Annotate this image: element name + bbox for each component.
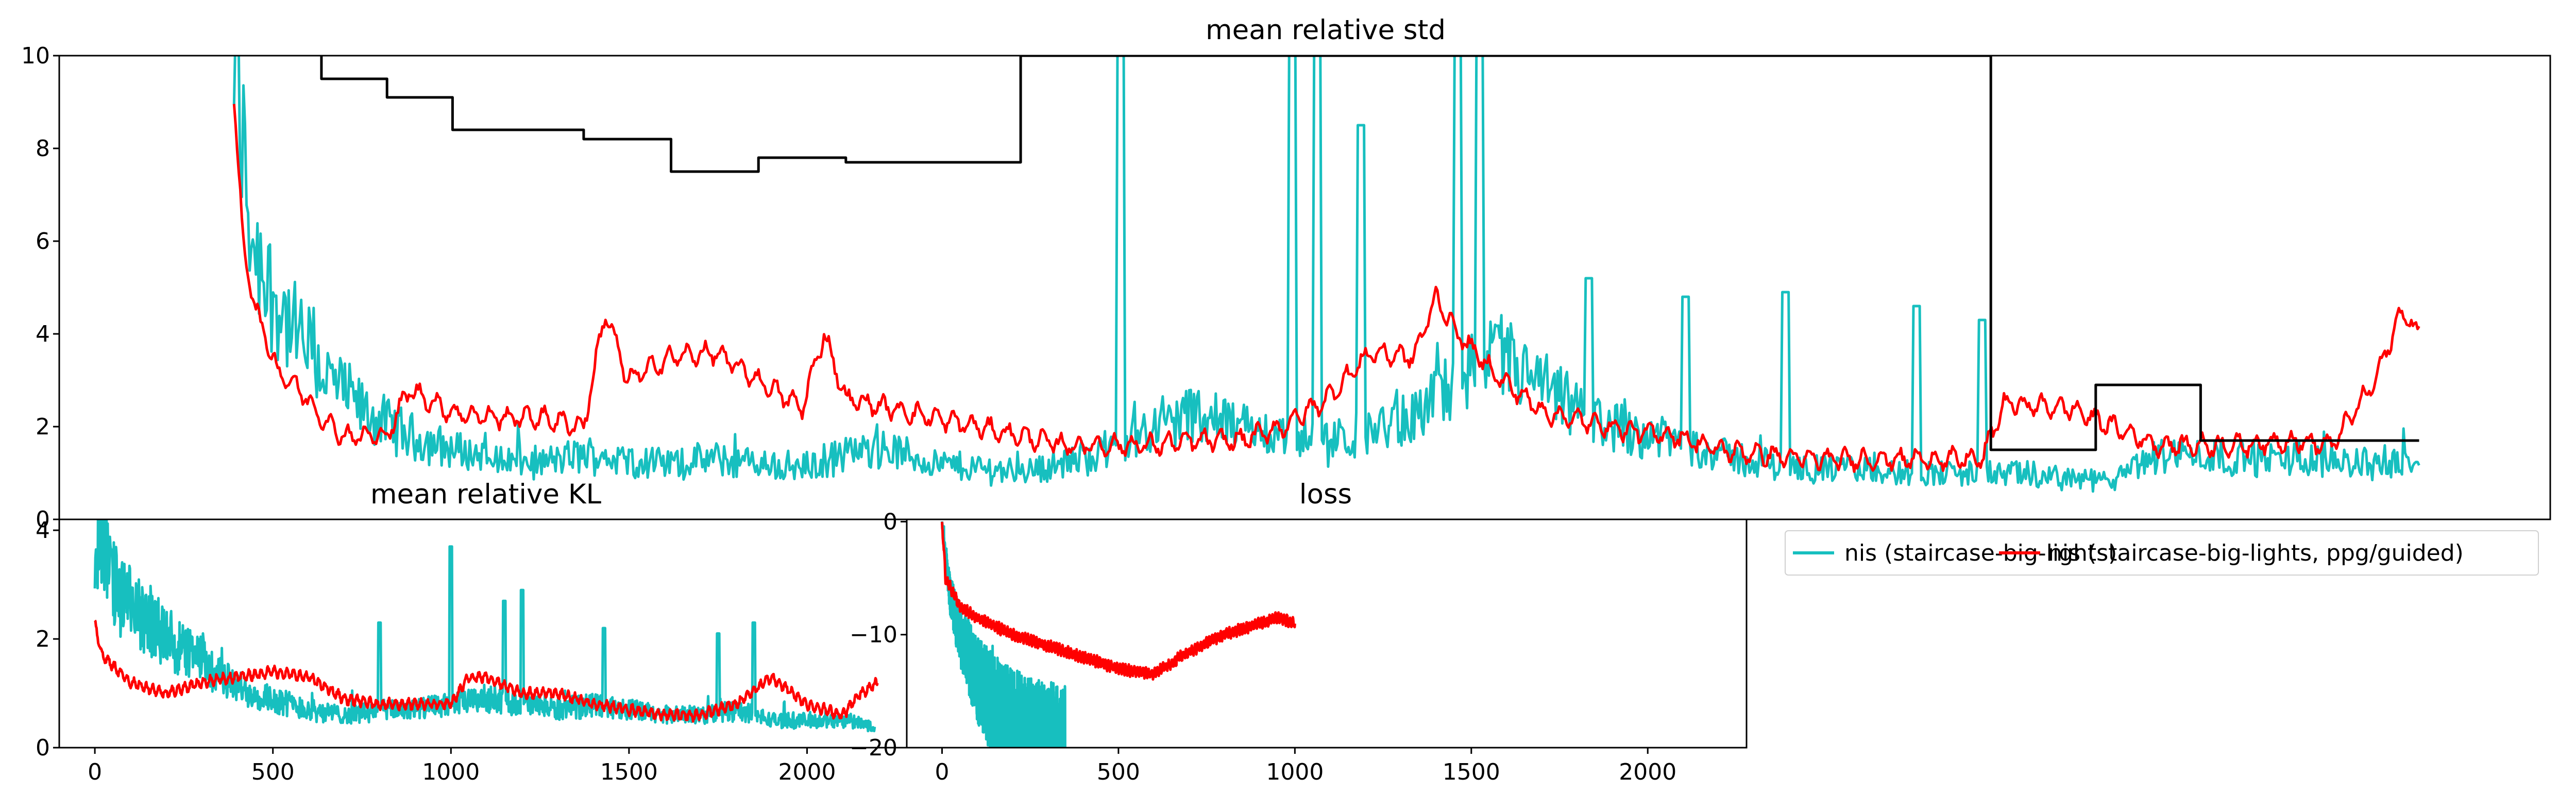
x-tick-label: 2000 bbox=[1619, 759, 1676, 785]
y-tick-label: 0 bbox=[36, 507, 50, 533]
chart-mean-relative-std: mean relative std 0 2 4 6 8 10 bbox=[21, 14, 2551, 533]
y-tick-label: 0 bbox=[36, 735, 50, 761]
axes-frame-loss bbox=[906, 518, 1748, 749]
plot-area-loss bbox=[941, 521, 1296, 748]
series-line-nis bbox=[232, 56, 2420, 493]
series-group bbox=[232, 56, 2420, 493]
series-line-nis bbox=[941, 521, 1066, 748]
y-tick-label: 4 bbox=[36, 517, 50, 544]
x-tick-label: 2000 bbox=[778, 759, 836, 785]
y-tick-label: 0 bbox=[883, 509, 897, 535]
y-tick-label: 10 bbox=[21, 43, 50, 69]
x-tick-label: 1000 bbox=[422, 759, 480, 785]
axes-ticks-loss: 0 −10 −20 0 500 1000 1500 2000 bbox=[850, 509, 1676, 785]
x-tick-label: 500 bbox=[1097, 759, 1140, 785]
chart-title-kl: mean relative KL bbox=[370, 479, 602, 510]
chart-title-loss: loss bbox=[1299, 479, 1352, 510]
y-tick-label: 6 bbox=[36, 228, 50, 255]
x-tick-label: 1500 bbox=[1443, 759, 1500, 785]
y-tick-label: 8 bbox=[36, 136, 50, 162]
plot-area-kl bbox=[93, 519, 879, 733]
legend-box bbox=[1785, 530, 2539, 576]
series-line-step bbox=[320, 56, 2419, 451]
series-group bbox=[941, 521, 1296, 748]
x-tick-label: 0 bbox=[935, 759, 949, 785]
legend: nis (staircase-big-lights) nis (staircas… bbox=[1785, 530, 2539, 576]
y-tick-label: −10 bbox=[850, 622, 897, 648]
axes-ticks-kl: 0 2 4 0 500 1000 1500 2000 bbox=[36, 517, 836, 785]
series-line-ppg bbox=[94, 619, 879, 723]
y-tick-label: 2 bbox=[36, 626, 50, 652]
chart-title-std: mean relative std bbox=[1206, 14, 1446, 46]
legend-label-nis: nis (staircase-big-lights) bbox=[1844, 540, 2117, 566]
y-axis-std: 0 2 4 6 8 10 bbox=[21, 43, 59, 533]
y-tick-label: 4 bbox=[36, 321, 50, 347]
x-tick-label: 1000 bbox=[1266, 759, 1324, 785]
series-line-ppg bbox=[232, 104, 2420, 473]
x-tick-label: 1500 bbox=[600, 759, 658, 785]
x-tick-label: 500 bbox=[251, 759, 295, 785]
chart-loss: loss 0 −10 −20 0 500 1000 1500 2000 bbox=[850, 479, 1748, 785]
plot-area-std bbox=[232, 56, 2420, 493]
series-line-ppg bbox=[941, 521, 1296, 681]
series-line-nis bbox=[93, 519, 876, 733]
series-group bbox=[93, 519, 879, 733]
x-tick-label: 0 bbox=[88, 759, 102, 785]
y-tick-label: 2 bbox=[36, 414, 50, 440]
y-tick-label: −20 bbox=[850, 735, 897, 761]
legend-label-ppg: nis (staircase-big-lights, ppg/guided) bbox=[2048, 540, 2464, 566]
